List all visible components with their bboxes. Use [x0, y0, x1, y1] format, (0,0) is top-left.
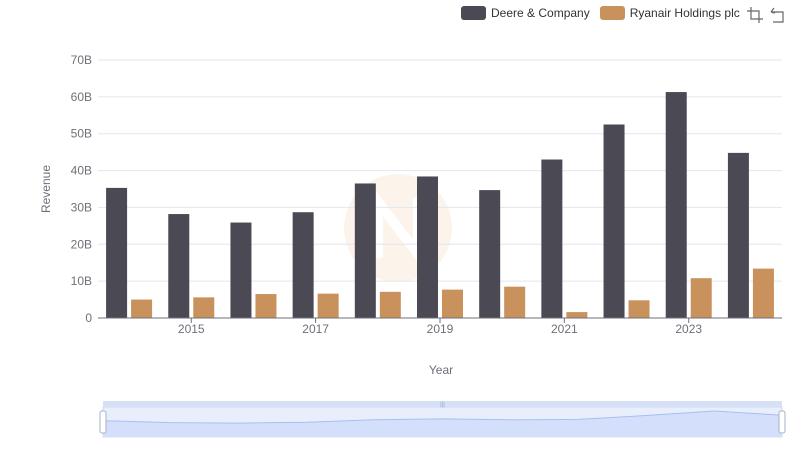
bar-deere-2020[interactable]: [479, 190, 501, 318]
legend-swatch-deere: [461, 6, 486, 20]
bar-deere-2022[interactable]: [603, 124, 625, 319]
restore-icon[interactable]: [768, 6, 786, 24]
bar-ryanair-2014[interactable]: [131, 299, 153, 318]
bar-ryanair-2015[interactable]: [193, 297, 215, 318]
y-tick-label: 20B: [71, 237, 92, 251]
zoom-icon[interactable]: [746, 6, 764, 24]
legend-item-deere[interactable]: Deere & Company: [461, 6, 590, 20]
legend-label-ryanair: Ryanair Holdings plc: [629, 6, 740, 20]
datazoom-grip-icon[interactable]: |||: [440, 402, 445, 408]
bar-deere-2023[interactable]: [665, 92, 687, 319]
bar-ryanair-2020[interactable]: [504, 286, 526, 318]
datazoom-move-bar[interactable]: [103, 401, 782, 407]
bar-ryanair-2023[interactable]: [690, 278, 712, 318]
x-tick-label: 2021: [551, 322, 578, 336]
bar-deere-2014[interactable]: [106, 187, 128, 318]
y-tick-label: 60B: [71, 90, 92, 104]
bar-ryanair-2018[interactable]: [379, 291, 401, 318]
legend-swatch-ryanair: [599, 6, 625, 20]
datazoom-preview-line: [102, 410, 783, 424]
bar-deere-2015[interactable]: [168, 214, 190, 318]
bar-deere-2021[interactable]: [541, 159, 563, 318]
datazoom-handle-start[interactable]: [99, 410, 107, 434]
bar-deere-2018[interactable]: [354, 183, 376, 318]
y-tick-label: 70B: [71, 53, 92, 67]
legend-item-ryanair[interactable]: Ryanair Holdings plc: [599, 6, 740, 20]
bar-deere-2017[interactable]: [292, 212, 314, 318]
y-tick-label: 0: [85, 311, 92, 325]
y-tick-label: 40B: [71, 164, 92, 178]
y-axis-title: Revenue: [39, 165, 53, 213]
bar-deere-2019[interactable]: [417, 176, 438, 318]
x-tick-label: 2017: [302, 322, 329, 336]
bar-ryanair-2024[interactable]: [752, 268, 774, 318]
bar-ryanair-2021[interactable]: [566, 312, 588, 318]
legend: Deere & Company Ryanair Holdings plc: [461, 3, 750, 23]
datazoom-handle-end[interactable]: [778, 410, 786, 434]
bar-ryanair-2022[interactable]: [628, 300, 650, 318]
x-tick-label: 2015: [178, 322, 205, 336]
bar-ryanair-2016[interactable]: [255, 294, 277, 318]
bar-ryanair-2017[interactable]: [317, 293, 339, 318]
bar-deere-2016[interactable]: [230, 222, 252, 318]
y-tick-label: 10B: [71, 274, 92, 288]
x-tick-label: 2023: [675, 322, 702, 336]
y-tick-label: 50B: [71, 127, 92, 141]
y-tick-label: 30B: [71, 200, 92, 214]
bar-deere-2024[interactable]: [727, 152, 749, 318]
bar-ryanair-2019[interactable]: [442, 289, 463, 318]
toolbox: [746, 6, 790, 24]
x-axis-title: Year: [429, 363, 453, 377]
legend-label-deere: Deere & Company: [491, 6, 590, 20]
x-tick-label: 2019: [427, 322, 454, 336]
